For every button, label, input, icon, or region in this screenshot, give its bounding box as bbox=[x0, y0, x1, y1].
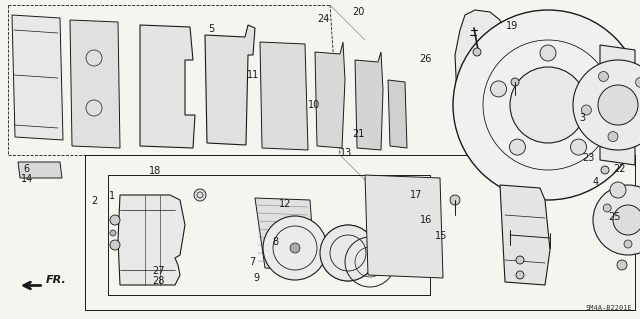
Text: 11: 11 bbox=[246, 70, 259, 80]
Polygon shape bbox=[315, 42, 345, 148]
Text: 12: 12 bbox=[278, 199, 291, 209]
Circle shape bbox=[516, 256, 524, 264]
Text: 1: 1 bbox=[109, 191, 115, 201]
Circle shape bbox=[290, 243, 300, 253]
Circle shape bbox=[320, 225, 376, 281]
Text: 26: 26 bbox=[419, 54, 432, 64]
Text: 20: 20 bbox=[352, 7, 365, 17]
Polygon shape bbox=[118, 195, 185, 285]
Text: SM4A-B2201E: SM4A-B2201E bbox=[585, 305, 632, 311]
Polygon shape bbox=[500, 185, 550, 285]
Polygon shape bbox=[12, 15, 63, 140]
Text: 13: 13 bbox=[339, 148, 352, 158]
Circle shape bbox=[571, 139, 587, 155]
Text: 27: 27 bbox=[152, 266, 165, 276]
Text: 22: 22 bbox=[613, 164, 626, 174]
Text: 28: 28 bbox=[152, 276, 165, 286]
Text: 14: 14 bbox=[20, 174, 33, 184]
Circle shape bbox=[598, 85, 638, 125]
Text: 18: 18 bbox=[149, 166, 162, 176]
Circle shape bbox=[636, 78, 640, 87]
Text: 5: 5 bbox=[208, 24, 214, 34]
Polygon shape bbox=[388, 80, 407, 148]
Circle shape bbox=[490, 81, 506, 97]
Text: 21: 21 bbox=[352, 129, 365, 139]
Circle shape bbox=[473, 48, 481, 56]
Circle shape bbox=[608, 132, 618, 142]
Circle shape bbox=[510, 67, 586, 143]
Circle shape bbox=[110, 215, 120, 225]
Polygon shape bbox=[365, 175, 443, 278]
Text: 17: 17 bbox=[410, 189, 422, 200]
Text: 2: 2 bbox=[92, 196, 98, 206]
Circle shape bbox=[593, 185, 640, 255]
Polygon shape bbox=[18, 162, 62, 178]
Text: 3: 3 bbox=[579, 113, 586, 123]
Circle shape bbox=[610, 182, 626, 198]
Circle shape bbox=[604, 204, 611, 212]
Circle shape bbox=[598, 71, 609, 81]
Circle shape bbox=[509, 139, 525, 155]
Text: 8: 8 bbox=[272, 237, 278, 248]
Circle shape bbox=[194, 189, 206, 201]
Polygon shape bbox=[455, 10, 510, 148]
Polygon shape bbox=[260, 42, 308, 150]
Circle shape bbox=[581, 105, 591, 115]
Polygon shape bbox=[205, 25, 255, 145]
Text: 10: 10 bbox=[307, 100, 320, 110]
Circle shape bbox=[589, 81, 605, 97]
Circle shape bbox=[516, 271, 524, 279]
Circle shape bbox=[624, 240, 632, 248]
Circle shape bbox=[450, 195, 460, 205]
Text: 15: 15 bbox=[435, 231, 448, 241]
Circle shape bbox=[110, 230, 116, 236]
Polygon shape bbox=[255, 198, 315, 270]
Circle shape bbox=[110, 240, 120, 250]
Circle shape bbox=[263, 216, 327, 280]
Text: 9: 9 bbox=[253, 272, 259, 283]
Polygon shape bbox=[70, 20, 120, 148]
Circle shape bbox=[617, 260, 627, 270]
Circle shape bbox=[613, 205, 640, 235]
Text: 6: 6 bbox=[24, 164, 30, 174]
Circle shape bbox=[453, 10, 640, 200]
Circle shape bbox=[573, 60, 640, 150]
Polygon shape bbox=[355, 52, 383, 150]
Circle shape bbox=[511, 78, 519, 86]
Circle shape bbox=[540, 45, 556, 61]
Text: 24: 24 bbox=[317, 13, 330, 24]
Circle shape bbox=[601, 166, 609, 174]
Polygon shape bbox=[140, 25, 195, 148]
Text: 25: 25 bbox=[608, 212, 621, 222]
Text: 4: 4 bbox=[592, 177, 598, 187]
Text: 19: 19 bbox=[506, 20, 518, 31]
Polygon shape bbox=[600, 45, 635, 165]
Text: 23: 23 bbox=[582, 153, 595, 163]
Text: FR.: FR. bbox=[46, 275, 67, 285]
Text: 16: 16 bbox=[419, 215, 432, 225]
Text: 7: 7 bbox=[250, 256, 256, 267]
Polygon shape bbox=[462, 65, 497, 125]
